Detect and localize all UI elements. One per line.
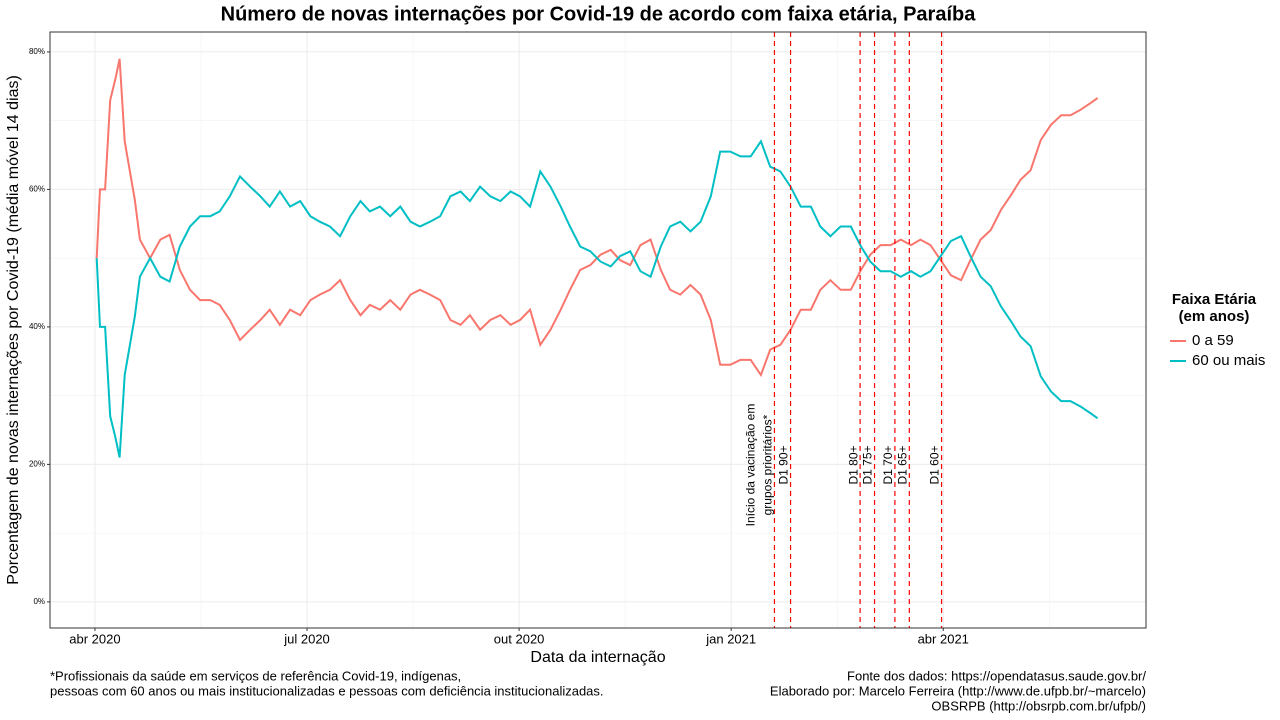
series-line bbox=[95, 139, 1099, 458]
y-tick-label: 0% bbox=[33, 597, 45, 606]
annotation-label: grupos prioritários* bbox=[761, 414, 775, 515]
chart-title: Número de novas internações por Covid-19… bbox=[221, 3, 977, 25]
caption: pessoas com 60 anos ou mais instituciona… bbox=[50, 683, 604, 698]
caption: Fonte dos dados: https://opendatasus.sau… bbox=[847, 668, 1146, 683]
annotation-label: D1 90+ bbox=[777, 445, 791, 484]
annotation-label: D1 65+ bbox=[895, 445, 909, 484]
series-line bbox=[95, 58, 1099, 378]
legend-label: 0 a 59 bbox=[1192, 332, 1234, 349]
y-tick-label: 20% bbox=[29, 460, 45, 469]
y-tick-label: 80% bbox=[29, 47, 45, 56]
legend-title: Faixa Etária bbox=[1172, 291, 1257, 308]
panel-border bbox=[49, 31, 1147, 629]
annotation-label: D1 75+ bbox=[861, 445, 875, 484]
caption: OBSRPB (http://obsrpb.com.br/ufpb/) bbox=[931, 698, 1146, 713]
caption: Elaborado por: Marcelo Ferreira (http://… bbox=[770, 683, 1146, 698]
x-tick-label: jul 2020 bbox=[283, 631, 330, 646]
x-tick-label: jan 2021 bbox=[705, 631, 756, 646]
annotation-label: D1 70+ bbox=[881, 445, 895, 484]
annotation-label: D1 60+ bbox=[928, 445, 942, 484]
y-tick-label: 40% bbox=[29, 322, 45, 331]
legend-label: 60 ou mais bbox=[1192, 352, 1265, 369]
y-axis-title: Porcentagem de novas internações por Cov… bbox=[5, 75, 22, 585]
annotation-label: D1 80+ bbox=[846, 445, 860, 484]
x-axis-title: Data da internação bbox=[530, 649, 665, 666]
y-tick-label: 60% bbox=[29, 185, 45, 194]
x-tick-label: out 2020 bbox=[494, 631, 545, 646]
annotation-label: Início da vacinação em bbox=[744, 404, 758, 527]
caption: *Profissionais da saúde em serviços de r… bbox=[50, 668, 461, 683]
x-tick-label: abr 2021 bbox=[918, 631, 969, 646]
legend-title: (em anos) bbox=[1179, 308, 1250, 325]
x-tick-label: abr 2020 bbox=[69, 631, 120, 646]
